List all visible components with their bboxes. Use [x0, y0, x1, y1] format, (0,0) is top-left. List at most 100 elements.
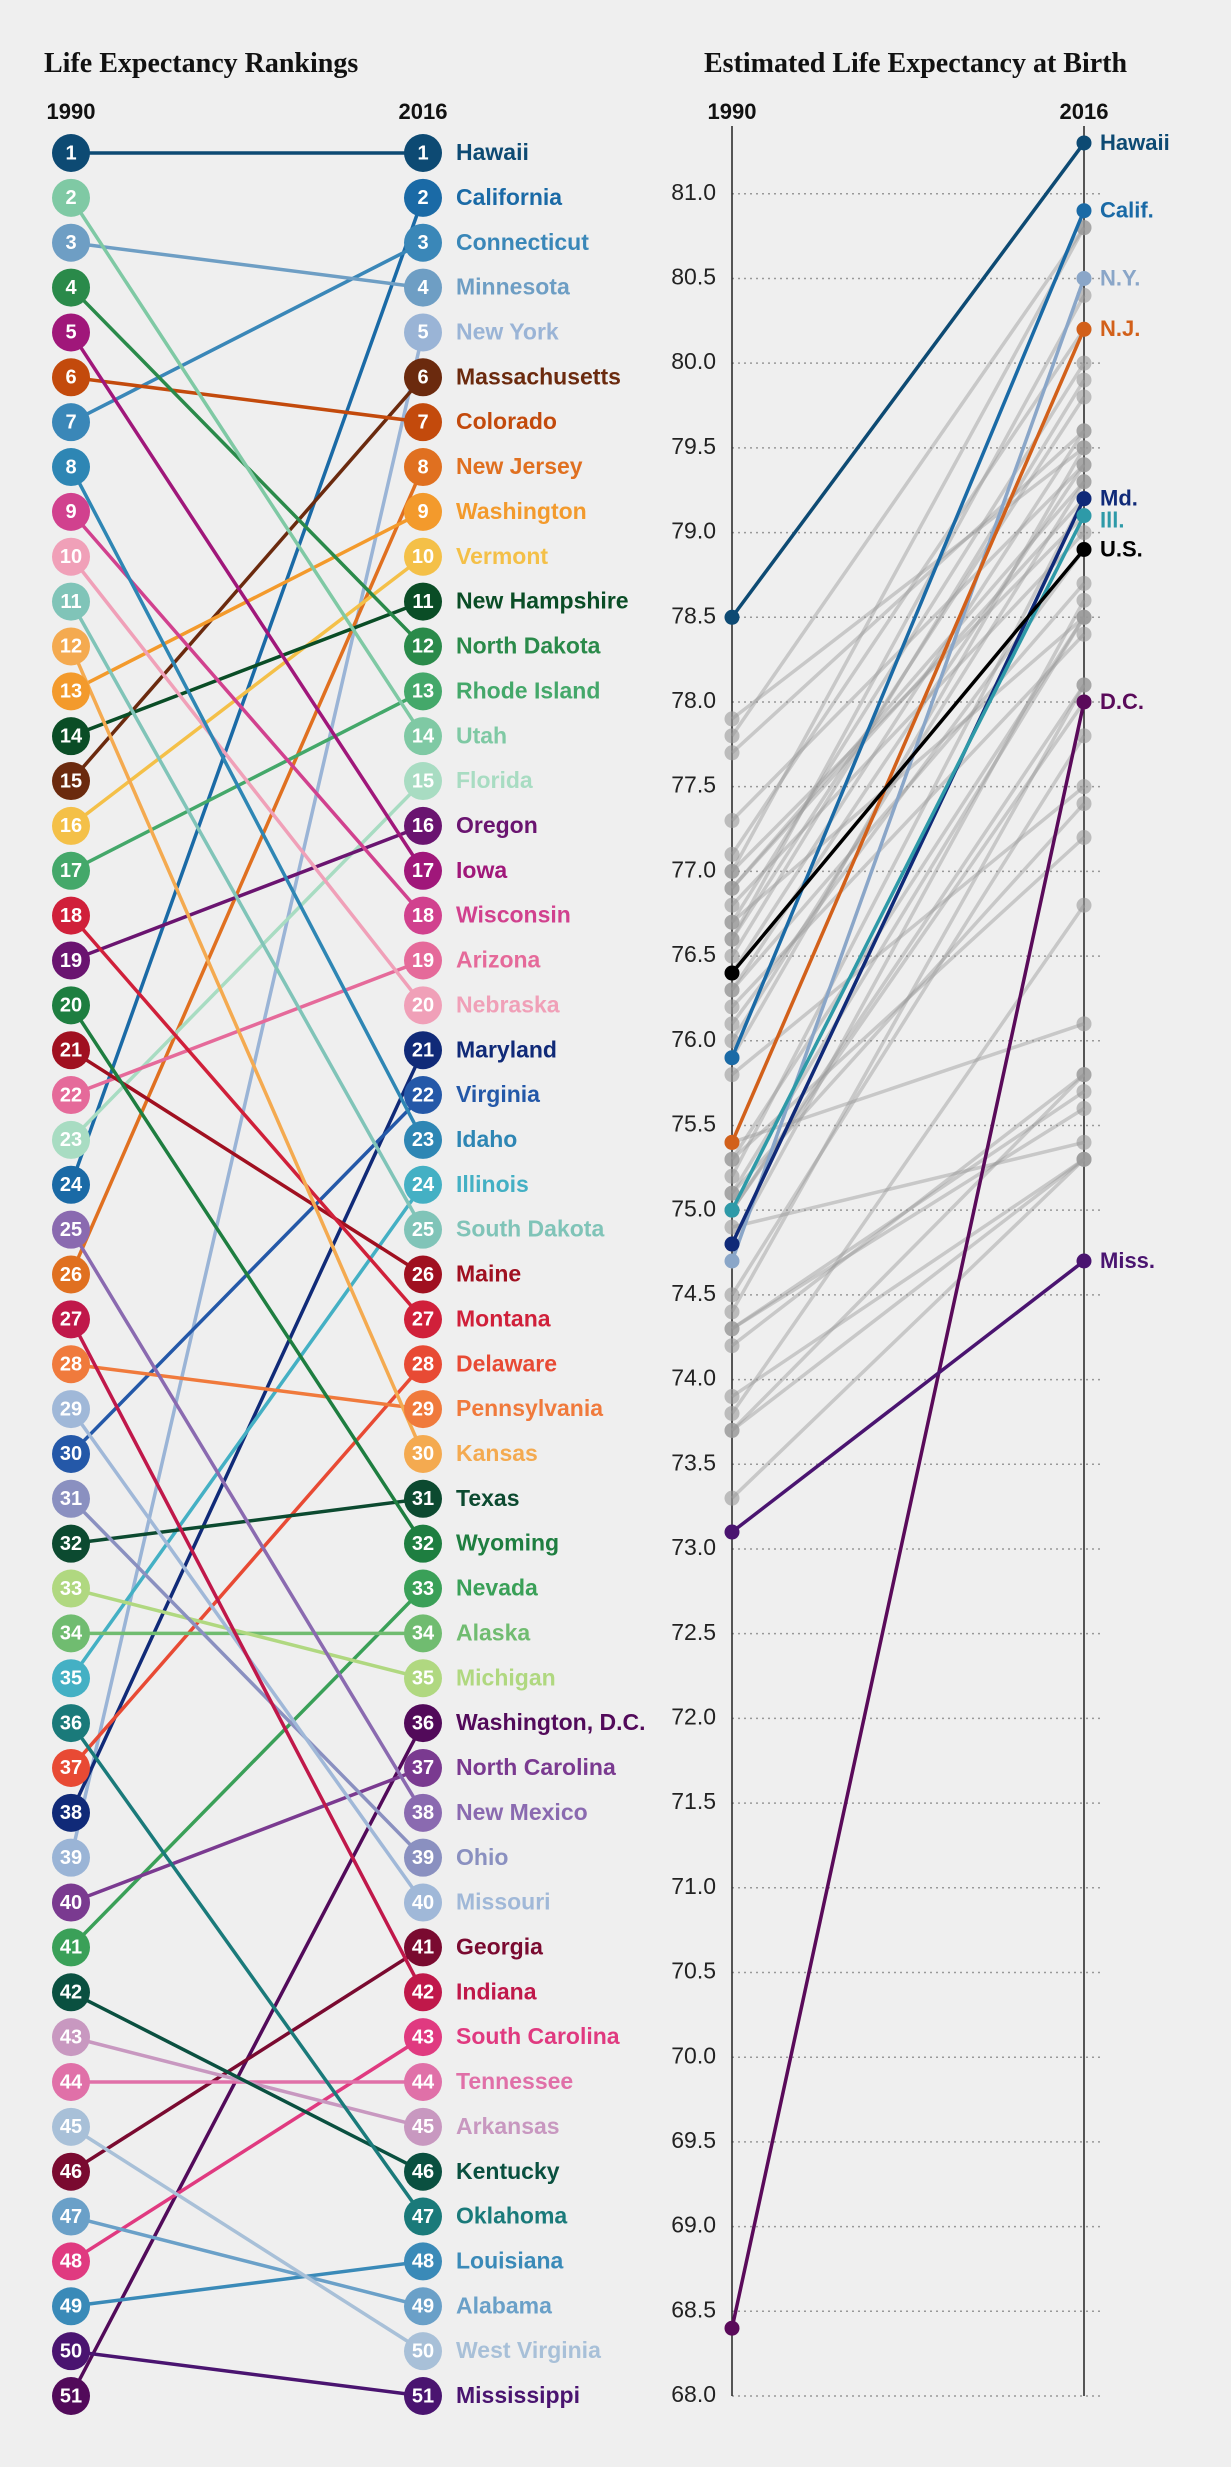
rank-label: 14 [60, 725, 83, 747]
rank-label: 47 [60, 2206, 82, 2228]
column-label: 1990 [708, 99, 757, 124]
state-label: Oklahoma [456, 2203, 567, 2229]
rank-label: 36 [412, 1712, 434, 1734]
rank-line [70, 958, 424, 1097]
series-marker [724, 1321, 740, 1337]
rank-label: 5 [417, 322, 428, 344]
rank-label: 4 [417, 277, 429, 299]
y-tick-label: 74.5 [671, 1280, 716, 1306]
rank-marker [52, 1390, 90, 1429]
series-marker [1076, 1151, 1092, 1167]
rank-label: 34 [60, 1623, 83, 1645]
rank-label: 5 [65, 322, 76, 344]
rank-label: 51 [412, 2385, 434, 2407]
rank-label: 11 [60, 591, 81, 613]
state-label: California [456, 184, 562, 210]
rank-line [70, 375, 424, 424]
rank-marker [404, 403, 442, 442]
series-marker [724, 999, 740, 1015]
state-label: Utah [456, 722, 507, 748]
series-marker [1076, 491, 1092, 507]
column-label: 2016 [399, 99, 448, 124]
rank-marker [404, 2377, 442, 2415]
rank-label: 7 [65, 411, 76, 433]
rank-line [69, 331, 425, 872]
y-tick-label: 72.0 [671, 1703, 716, 1729]
rank-label: 13 [60, 681, 82, 703]
rank-label: 12 [412, 636, 434, 658]
series-marker [724, 1202, 740, 1218]
rank-label: 37 [412, 1757, 434, 1779]
rank-marker [404, 358, 442, 397]
rank-label: 15 [60, 770, 82, 792]
rank-marker [404, 2197, 442, 2236]
state-label: West Virginia [456, 2337, 601, 2363]
rank-label: 20 [412, 995, 434, 1017]
rank-label: 44 [412, 2071, 435, 2093]
rank-line [69, 1318, 425, 1994]
rank-line [70, 1990, 424, 2174]
rank-marker [404, 806, 442, 845]
rank-label: 32 [60, 1533, 82, 1555]
series-line [730, 328, 1086, 856]
rank-marker [52, 358, 90, 397]
rank-label: 1 [417, 142, 428, 164]
rank-line [70, 1586, 424, 1680]
rank-label: 13 [412, 681, 434, 703]
rank-label: 38 [412, 1802, 434, 1824]
series-line [730, 226, 1086, 873]
rank-line [69, 914, 425, 1321]
series-marker [724, 1067, 740, 1083]
state-label: Alaska [456, 1619, 530, 1645]
rank-marker [404, 941, 442, 980]
rank-line [70, 1362, 424, 1411]
rank-label: 19 [60, 950, 82, 972]
rank-marker [52, 2197, 90, 2236]
state-label: Tennessee [456, 2068, 573, 2094]
rank-marker [52, 1838, 90, 1877]
rank-label: 3 [65, 232, 76, 254]
rank-marker [404, 537, 442, 576]
rank-line [70, 2125, 424, 2353]
series-line [730, 429, 1086, 974]
series-line [730, 1158, 1086, 1500]
rank-marker [404, 1883, 442, 1922]
rank-marker [404, 1614, 442, 1653]
series-marker [724, 965, 740, 981]
series-marker [1076, 270, 1092, 286]
state-label: Florida [456, 767, 533, 793]
series-marker [1076, 796, 1092, 812]
series-line [730, 294, 1086, 940]
rank-label: 33 [412, 1578, 434, 1600]
state-label: Arizona [456, 947, 541, 973]
rank-label: 6 [417, 367, 428, 389]
state-label: Montana [456, 1305, 551, 1331]
rank-marker [52, 1973, 90, 2012]
rank-label: 4 [65, 277, 77, 299]
rank-label: 35 [412, 1668, 434, 1690]
rank-marker [404, 1390, 442, 1429]
rank-label: 6 [65, 367, 76, 389]
rank-marker [404, 1793, 442, 1832]
rank-label: 46 [60, 2161, 82, 2183]
rank-marker [52, 672, 90, 711]
rank-line [69, 196, 425, 738]
y-tick-label: 75.0 [671, 1195, 716, 1221]
rank-label: 39 [60, 1847, 82, 1869]
rank-label: 49 [412, 2296, 434, 2318]
rank-marker [52, 1659, 90, 1698]
state-label: South Dakota [456, 1216, 604, 1242]
series-line [730, 379, 1086, 957]
rank-marker [52, 1434, 90, 1473]
y-tick-label: 69.0 [671, 2212, 716, 2238]
rank-marker [52, 1076, 90, 1115]
series-marker [724, 813, 740, 829]
rank-label: 34 [412, 1623, 435, 1645]
rank-line [69, 1004, 425, 1545]
series-line [730, 904, 1086, 1415]
state-label: Oregon [456, 812, 538, 838]
rank-marker [404, 986, 442, 1025]
state-label: New York [456, 319, 559, 345]
series-label: Ill. [1100, 507, 1124, 532]
rank-marker [52, 1255, 90, 1294]
